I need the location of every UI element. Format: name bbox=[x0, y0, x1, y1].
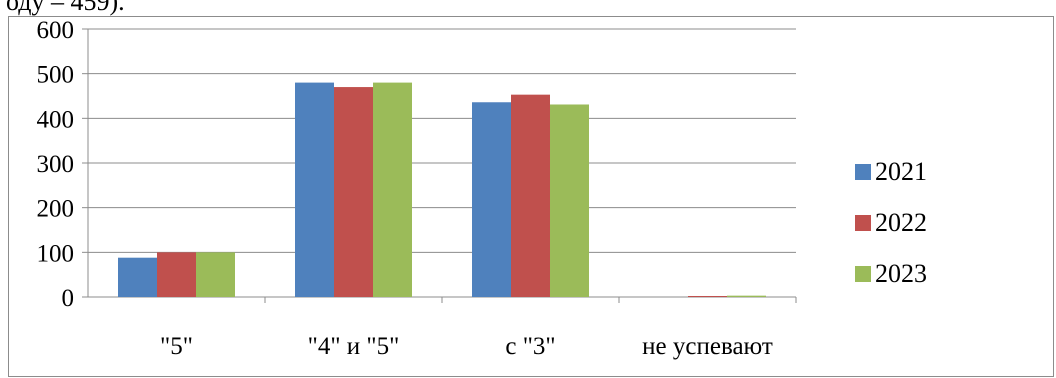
bar-2023-3 bbox=[727, 295, 766, 297]
category-label: "4" и "5" bbox=[308, 333, 400, 360]
bar-2022-1 bbox=[334, 87, 373, 297]
bar-2023-1 bbox=[373, 82, 412, 297]
y-tick-label: 500 bbox=[37, 62, 75, 89]
bar-2021-2 bbox=[472, 102, 511, 298]
bars bbox=[118, 82, 766, 298]
y-tick-label: 100 bbox=[37, 240, 75, 267]
category-label: с "3" bbox=[505, 333, 555, 360]
bar-2022-2 bbox=[511, 94, 550, 297]
bar-2021-1 bbox=[295, 82, 334, 297]
y-tick-label: 200 bbox=[37, 196, 75, 223]
legend-label-2021: 2021 bbox=[875, 157, 927, 186]
text-fragment-above-chart: оду – 459). bbox=[6, 0, 125, 16]
bar-2022-0 bbox=[157, 252, 196, 297]
gridlines bbox=[88, 28, 796, 253]
bar-2023-0 bbox=[196, 252, 235, 297]
y-tick-label: 300 bbox=[37, 151, 75, 178]
legend-label-2022: 2022 bbox=[875, 208, 927, 237]
legend-label-2023: 2023 bbox=[875, 259, 927, 288]
chart-frame bbox=[8, 16, 1054, 377]
bar-2023-2 bbox=[550, 104, 589, 297]
legend-swatch-2021 bbox=[855, 164, 871, 180]
bar-2022-3 bbox=[688, 296, 727, 297]
legend-swatch-2022 bbox=[855, 215, 871, 231]
y-tick-label: 0 bbox=[62, 285, 75, 312]
bar-2021-0 bbox=[118, 257, 157, 297]
category-label: "5" bbox=[160, 333, 193, 360]
y-tick-label: 400 bbox=[37, 106, 75, 133]
legend: 2021 2022 2023 bbox=[855, 157, 927, 288]
category-label: не успевают bbox=[642, 333, 773, 360]
legend-swatch-2023 bbox=[855, 266, 871, 282]
y-tick-label: 600 bbox=[37, 17, 75, 44]
y-tick-labels: 0 100 200 300 400 500 600 bbox=[37, 17, 75, 312]
category-labels: "5" "4" и "5" с "3" не успевают bbox=[160, 333, 773, 360]
